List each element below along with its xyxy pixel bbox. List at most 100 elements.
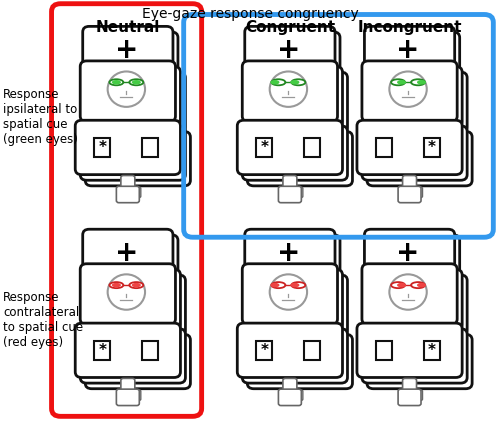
FancyBboxPatch shape bbox=[82, 229, 173, 277]
FancyBboxPatch shape bbox=[372, 275, 467, 336]
Ellipse shape bbox=[290, 283, 300, 288]
FancyBboxPatch shape bbox=[248, 132, 352, 186]
Bar bbox=[256, 138, 272, 157]
FancyBboxPatch shape bbox=[75, 120, 180, 174]
Bar bbox=[256, 341, 272, 360]
FancyBboxPatch shape bbox=[248, 67, 342, 127]
FancyBboxPatch shape bbox=[242, 264, 338, 325]
Bar bbox=[376, 341, 392, 360]
Ellipse shape bbox=[270, 283, 280, 288]
FancyBboxPatch shape bbox=[367, 132, 472, 186]
Text: *: * bbox=[428, 140, 436, 155]
Ellipse shape bbox=[411, 282, 425, 288]
Ellipse shape bbox=[292, 282, 306, 288]
FancyBboxPatch shape bbox=[283, 378, 297, 396]
FancyBboxPatch shape bbox=[133, 390, 141, 401]
FancyBboxPatch shape bbox=[295, 187, 303, 197]
Text: Incongruent: Incongruent bbox=[358, 20, 462, 35]
FancyBboxPatch shape bbox=[364, 26, 454, 74]
FancyBboxPatch shape bbox=[357, 323, 462, 378]
FancyBboxPatch shape bbox=[252, 72, 348, 133]
Bar bbox=[304, 138, 320, 157]
FancyBboxPatch shape bbox=[398, 186, 421, 203]
FancyBboxPatch shape bbox=[80, 126, 186, 180]
Ellipse shape bbox=[270, 71, 307, 107]
Ellipse shape bbox=[391, 282, 405, 288]
FancyBboxPatch shape bbox=[250, 235, 340, 283]
Text: *: * bbox=[260, 343, 268, 358]
FancyBboxPatch shape bbox=[295, 390, 303, 401]
FancyBboxPatch shape bbox=[85, 269, 180, 330]
Ellipse shape bbox=[417, 283, 426, 288]
FancyBboxPatch shape bbox=[238, 120, 343, 174]
FancyBboxPatch shape bbox=[121, 175, 135, 193]
Ellipse shape bbox=[110, 282, 124, 288]
FancyBboxPatch shape bbox=[121, 378, 135, 396]
FancyBboxPatch shape bbox=[252, 275, 348, 336]
Text: Response
contralateral
to spatial cue
(red eyes): Response contralateral to spatial cue (r… bbox=[3, 291, 84, 349]
FancyBboxPatch shape bbox=[116, 389, 140, 406]
FancyBboxPatch shape bbox=[283, 175, 297, 193]
Ellipse shape bbox=[417, 80, 426, 84]
FancyBboxPatch shape bbox=[362, 264, 457, 325]
FancyBboxPatch shape bbox=[372, 72, 467, 133]
FancyBboxPatch shape bbox=[242, 61, 338, 122]
FancyBboxPatch shape bbox=[398, 389, 421, 406]
Text: Neutral: Neutral bbox=[96, 20, 160, 35]
FancyBboxPatch shape bbox=[85, 132, 190, 186]
Ellipse shape bbox=[397, 80, 406, 84]
FancyBboxPatch shape bbox=[370, 32, 460, 80]
FancyBboxPatch shape bbox=[242, 329, 348, 383]
Ellipse shape bbox=[390, 71, 427, 107]
FancyBboxPatch shape bbox=[88, 235, 178, 283]
Bar bbox=[424, 341, 440, 360]
Ellipse shape bbox=[411, 79, 425, 85]
FancyBboxPatch shape bbox=[242, 126, 348, 180]
Bar bbox=[94, 341, 110, 360]
FancyBboxPatch shape bbox=[362, 61, 457, 122]
Ellipse shape bbox=[108, 275, 145, 310]
FancyBboxPatch shape bbox=[245, 229, 335, 277]
Bar bbox=[142, 138, 158, 157]
FancyBboxPatch shape bbox=[248, 334, 352, 389]
Ellipse shape bbox=[270, 80, 280, 84]
FancyBboxPatch shape bbox=[80, 329, 186, 383]
Text: +: + bbox=[276, 239, 300, 267]
Bar bbox=[376, 138, 392, 157]
Ellipse shape bbox=[390, 275, 427, 310]
Ellipse shape bbox=[391, 79, 405, 85]
FancyBboxPatch shape bbox=[414, 390, 422, 401]
Text: Response
ipsilateral to
spatial cue
(green eyes): Response ipsilateral to spatial cue (gre… bbox=[3, 88, 78, 146]
FancyBboxPatch shape bbox=[85, 67, 180, 127]
Ellipse shape bbox=[132, 283, 141, 288]
FancyBboxPatch shape bbox=[357, 120, 462, 174]
Bar bbox=[424, 138, 440, 157]
Ellipse shape bbox=[132, 80, 141, 84]
Text: +: + bbox=[276, 36, 300, 65]
FancyBboxPatch shape bbox=[116, 186, 140, 203]
FancyBboxPatch shape bbox=[250, 32, 340, 80]
Text: +: + bbox=[396, 239, 419, 267]
Ellipse shape bbox=[110, 79, 124, 85]
Ellipse shape bbox=[130, 282, 143, 288]
FancyBboxPatch shape bbox=[75, 323, 180, 378]
Text: Eye-gaze response congruency: Eye-gaze response congruency bbox=[142, 7, 358, 21]
FancyBboxPatch shape bbox=[133, 187, 141, 197]
Text: *: * bbox=[98, 140, 106, 155]
Text: +: + bbox=[114, 36, 138, 65]
Ellipse shape bbox=[290, 80, 300, 84]
FancyBboxPatch shape bbox=[367, 67, 462, 127]
Ellipse shape bbox=[112, 80, 121, 84]
FancyBboxPatch shape bbox=[362, 126, 467, 180]
Bar bbox=[142, 341, 158, 360]
FancyBboxPatch shape bbox=[370, 235, 460, 283]
Text: *: * bbox=[428, 343, 436, 358]
Ellipse shape bbox=[130, 79, 143, 85]
FancyBboxPatch shape bbox=[238, 323, 343, 378]
Ellipse shape bbox=[112, 283, 121, 288]
Ellipse shape bbox=[272, 79, 285, 85]
FancyBboxPatch shape bbox=[367, 334, 472, 389]
Text: Congruent: Congruent bbox=[245, 20, 335, 35]
FancyBboxPatch shape bbox=[245, 26, 335, 74]
FancyBboxPatch shape bbox=[278, 389, 301, 406]
